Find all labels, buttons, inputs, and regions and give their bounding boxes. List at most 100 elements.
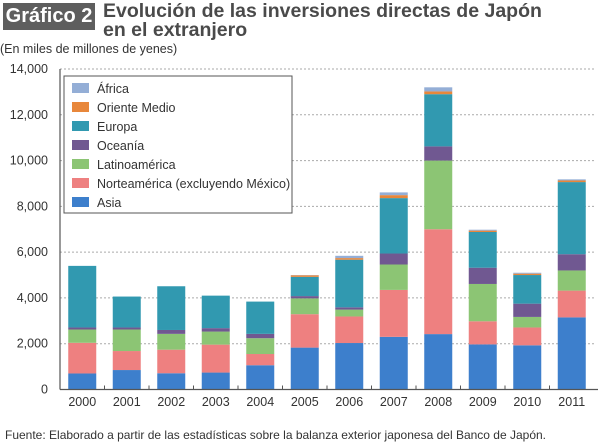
y-tick-label: 0 <box>41 383 48 397</box>
x-tick-label: 2007 <box>380 395 408 409</box>
bar-segment <box>379 289 408 337</box>
x-tick-label: 2002 <box>157 395 185 409</box>
bar-segment <box>424 229 453 335</box>
bar-segment <box>424 91 453 95</box>
legend-swatch <box>72 178 89 188</box>
bar-segment <box>379 253 408 265</box>
bar-segment <box>468 230 497 232</box>
x-tick-label: 2011 <box>558 395 585 409</box>
bar-stack-2009 <box>468 229 497 390</box>
bar-stack-2010 <box>513 272 542 390</box>
x-tick-label: 2000 <box>68 395 96 409</box>
bar-stack-2002 <box>157 286 186 390</box>
legend-box <box>63 75 293 214</box>
legend-label: Asia <box>97 196 121 210</box>
bar-stack-2011 <box>557 179 586 390</box>
bar-segment <box>557 180 586 183</box>
unit-note: (En miles de millones de yenes) <box>0 42 178 56</box>
legend: África Oriente Medio Europa Oceanía Latinoam… <box>63 75 293 214</box>
x-tick-label: 2005 <box>291 395 319 409</box>
legend-label: África <box>97 81 129 96</box>
bar-segment <box>468 267 497 284</box>
bars <box>68 87 586 390</box>
axes <box>59 69 598 391</box>
bar-segment <box>112 327 141 330</box>
bar-segment <box>557 254 586 271</box>
legend-label: Norteamérica (excluyendo México) <box>97 177 290 191</box>
bar-segment <box>246 365 275 390</box>
bar-segment <box>335 307 364 310</box>
chart-title: Evolución de las inversiones directas de… <box>103 0 583 40</box>
y-tick-label: 10,000 <box>10 154 48 168</box>
bar-segment <box>290 298 319 315</box>
y-tick-label: 2,000 <box>17 337 48 351</box>
y-tick-label: 14,000 <box>10 62 48 76</box>
chart-title-line1: Evolución de las inversiones directas de… <box>103 0 542 22</box>
legend-swatch <box>72 121 89 131</box>
bar-stack-2001 <box>112 296 141 390</box>
bar-segment <box>201 331 230 345</box>
legend-swatch <box>72 102 89 112</box>
legend-label: Oriente Medio <box>97 101 176 115</box>
legend-item: Asia <box>72 196 121 210</box>
bar-segment <box>424 87 453 92</box>
bar-segment <box>335 316 364 344</box>
legend-swatch <box>72 197 89 207</box>
bar-segment <box>246 338 275 355</box>
bar-segment <box>157 373 186 390</box>
bar-segment <box>68 327 97 330</box>
bar-stack-2006 <box>335 255 364 390</box>
bar-segment <box>157 333 186 350</box>
bar-segment <box>201 372 230 390</box>
source-note: Fuente: Elaborado a partir de las estadí… <box>5 428 547 442</box>
chart-number-badge: Gráfico 2 <box>3 3 95 30</box>
bar-segment <box>424 94 453 147</box>
bar-segment <box>157 349 186 374</box>
x-tick-label: 2006 <box>335 395 363 409</box>
bar-segment <box>557 270 586 291</box>
bar-segment <box>290 347 319 390</box>
x-tick-label: 2003 <box>202 395 230 409</box>
bar-segment <box>379 195 408 199</box>
legend-item: Europa <box>72 120 137 134</box>
bar-segment <box>513 327 542 346</box>
bar-segment <box>68 265 97 328</box>
bar-segment <box>157 329 186 334</box>
bar-segment <box>379 192 408 196</box>
bar-segment <box>290 276 319 297</box>
legend-item: Oriente Medio <box>72 101 176 115</box>
bar-segment <box>335 259 364 308</box>
bar-stack-2003 <box>201 295 230 390</box>
bar-segment <box>290 275 319 277</box>
bar-segment <box>379 198 408 254</box>
bar-segment <box>335 255 364 259</box>
x-tick-label: 2001 <box>113 395 141 409</box>
x-tick-label: 2009 <box>469 395 497 409</box>
x-tick-labels: 2000 2001 2002 2003 2004 2005 2006 2007 2008 2009… <box>68 395 585 409</box>
bar-segment <box>290 296 319 299</box>
bar-segment <box>246 333 275 339</box>
legend-item: Oceanía <box>72 139 144 153</box>
bar-segment <box>68 329 97 343</box>
bar-segment <box>335 258 364 260</box>
legend-swatch <box>72 159 89 169</box>
bar-segment <box>112 351 141 371</box>
bar-segment <box>112 329 141 352</box>
x-tick-label: 2008 <box>424 395 452 409</box>
bar-segment <box>201 344 230 373</box>
bar-segment <box>290 314 319 348</box>
bar-segment <box>513 275 542 304</box>
legend-item: África <box>72 81 129 96</box>
legend-item: Latinoamérica <box>72 158 176 172</box>
y-tick-label: 8,000 <box>17 199 48 213</box>
bar-segment <box>468 231 497 268</box>
y-tick-label: 6,000 <box>17 245 48 259</box>
bar-segment <box>468 229 497 231</box>
bar-segment <box>513 272 542 274</box>
bar-segment <box>335 309 364 317</box>
x-tick-label: 2010 <box>513 395 541 409</box>
bar-segment <box>68 342 97 374</box>
bar-segment <box>557 182 586 255</box>
legend-item: Norteamérica (excluyendo México) <box>72 177 290 191</box>
